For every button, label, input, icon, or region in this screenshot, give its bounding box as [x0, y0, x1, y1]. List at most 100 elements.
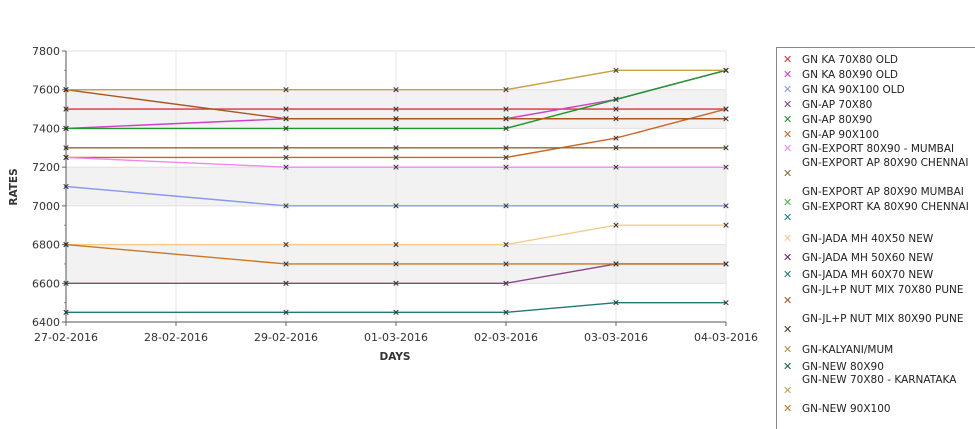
line-chart: 6400 6600 6800 7000 7200 7400 7600 7800 27-02-20…	[8, 45, 758, 363]
legend-marker-icon: ✕	[783, 113, 793, 126]
legend-marker-icon: ✕	[783, 53, 793, 66]
data-point	[613, 106, 619, 112]
data-point	[283, 203, 289, 209]
data-point	[393, 154, 399, 161]
data-point	[723, 261, 729, 267]
data-point	[503, 125, 509, 132]
legend-marker-icon: ✕	[783, 360, 793, 373]
legend-marker-icon: ✕	[783, 98, 793, 111]
data-point	[503, 154, 509, 161]
data-point	[613, 203, 619, 209]
x-tick-label: 01-03-2016	[364, 331, 428, 344]
data-point	[63, 183, 69, 190]
legend-label: GN-KALYANI/MUM	[802, 344, 894, 356]
x-tick-label: 27-02-2016	[34, 331, 98, 344]
data-point	[723, 116, 729, 122]
data-point	[503, 164, 509, 170]
legend-label: GN-EXPORT AP 80X90 MUMBAI	[802, 186, 964, 198]
x-tick-label: 03-03-2016	[584, 331, 648, 344]
data-point	[283, 241, 289, 248]
data-point	[63, 309, 69, 315]
data-point	[613, 67, 619, 74]
legend-marker-icon: ✕	[783, 83, 793, 96]
data-point	[613, 164, 619, 170]
legend-marker-icon: ✕	[783, 167, 793, 180]
data-point	[393, 145, 399, 151]
y-tick-label: 7800	[32, 45, 60, 58]
data-point	[723, 106, 729, 112]
y-tick-label: 7400	[32, 122, 60, 135]
data-point	[503, 106, 509, 112]
legend-label: GN-JADA MH 50X60 NEW	[802, 252, 934, 264]
data-point	[503, 203, 509, 209]
data-point	[393, 280, 399, 286]
data-point	[63, 241, 69, 248]
data-point	[503, 145, 509, 151]
data-point	[503, 309, 509, 315]
data-point	[613, 116, 619, 122]
data-point	[393, 116, 399, 122]
y-tick-label: 6400	[32, 316, 60, 329]
legend-marker-icon: ✕	[783, 68, 793, 81]
series-line	[65, 243, 726, 265]
x-tick-label: 02-03-2016	[474, 331, 538, 344]
legend-marker-icon: ✕	[783, 384, 793, 397]
data-point	[503, 87, 509, 93]
legend-marker-icon: ✕	[783, 232, 793, 245]
data-point	[503, 280, 509, 286]
data-point	[393, 203, 399, 209]
legend-marker-icon: ✕	[783, 323, 793, 336]
data-point	[283, 164, 289, 170]
series-line	[66, 301, 726, 314]
chart-legend: ✕ GN KA 70X80 OLD ✕ GN KA 80X90 OLD ✕ GN KA 9…	[776, 47, 975, 429]
data-point	[393, 87, 399, 93]
series-line	[66, 69, 726, 91]
legend-label: GN-AP 80X90	[802, 114, 873, 126]
data-point	[393, 309, 399, 315]
series-line	[65, 185, 726, 207]
legend-label: GN-JADA MH 40X50 NEW	[802, 233, 934, 245]
data-point	[63, 145, 69, 151]
y-tick-label: 7200	[32, 161, 60, 174]
data-point	[283, 116, 289, 122]
data-point	[63, 154, 69, 161]
series-line	[65, 89, 726, 120]
legend-label: GN-JL+P NUT MIX 70X80 PUNE	[802, 284, 964, 296]
data-point	[723, 145, 729, 151]
data-point	[283, 280, 289, 286]
data-point	[283, 309, 289, 315]
legend-marker-icon: ✕	[783, 294, 793, 307]
legend-label: GN-EXPORT AP 80X90 CHENNAI	[802, 157, 969, 169]
legend-label: GN-AP 90X100	[802, 129, 879, 141]
data-point	[283, 154, 289, 161]
data-point	[283, 106, 289, 112]
legend-marker-icon: ✕	[783, 251, 793, 264]
series-line	[66, 69, 727, 130]
legend-label: GN-NEW 90X100	[802, 403, 891, 415]
data-point	[283, 125, 289, 132]
legend-label: GN-JL+P NUT MIX 80X90 PUNE	[802, 313, 964, 325]
data-point	[393, 241, 399, 248]
data-point	[63, 280, 69, 286]
legend-marker-icon: ✕	[783, 128, 793, 141]
y-tick-label: 7600	[32, 84, 60, 97]
x-tick-label: 29-02-2016	[254, 331, 318, 344]
series-line	[66, 108, 727, 159]
data-point	[613, 261, 619, 267]
legend-label: GN KA 70X80 OLD	[802, 54, 899, 66]
legend-label: GN-NEW 70X80 - KARNATAKA	[802, 374, 957, 386]
data-point	[613, 135, 619, 141]
data-point	[393, 125, 399, 132]
series-line	[66, 224, 726, 246]
data-point	[723, 164, 729, 170]
data-point	[393, 261, 399, 267]
x-axis-label: DAYS	[379, 351, 410, 363]
data-point	[723, 67, 729, 74]
y-tick-label: 7000	[32, 200, 60, 213]
x-tick-label: 28-02-2016	[144, 331, 208, 344]
data-point	[63, 106, 69, 112]
x-tick-label: 04-03-2016	[694, 331, 758, 344]
data-point	[613, 299, 619, 306]
data-point	[723, 299, 729, 306]
series-line	[65, 156, 726, 168]
